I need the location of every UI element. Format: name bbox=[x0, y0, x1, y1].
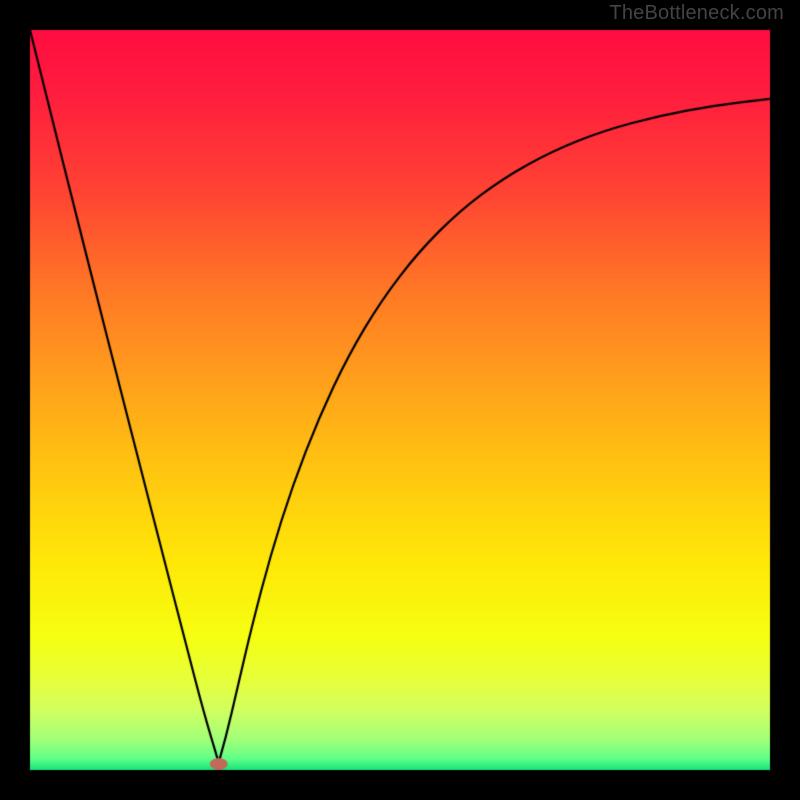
watermark-text: TheBottleneck.com bbox=[609, 2, 784, 25]
bottleneck-chart-canvas bbox=[0, 0, 800, 800]
